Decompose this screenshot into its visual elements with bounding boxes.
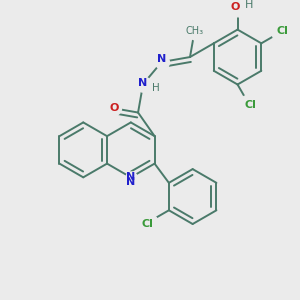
Text: O: O [231, 2, 240, 12]
Text: H: H [245, 0, 253, 10]
Text: N: N [157, 54, 166, 64]
Text: N: N [126, 177, 135, 187]
Text: O: O [109, 103, 119, 113]
Text: Cl: Cl [244, 100, 256, 110]
Text: Cl: Cl [276, 26, 288, 36]
Text: N: N [126, 172, 135, 182]
Text: Cl: Cl [141, 219, 153, 229]
Text: H: H [152, 83, 160, 93]
Text: CH₃: CH₃ [185, 26, 204, 36]
Text: N: N [138, 78, 148, 88]
